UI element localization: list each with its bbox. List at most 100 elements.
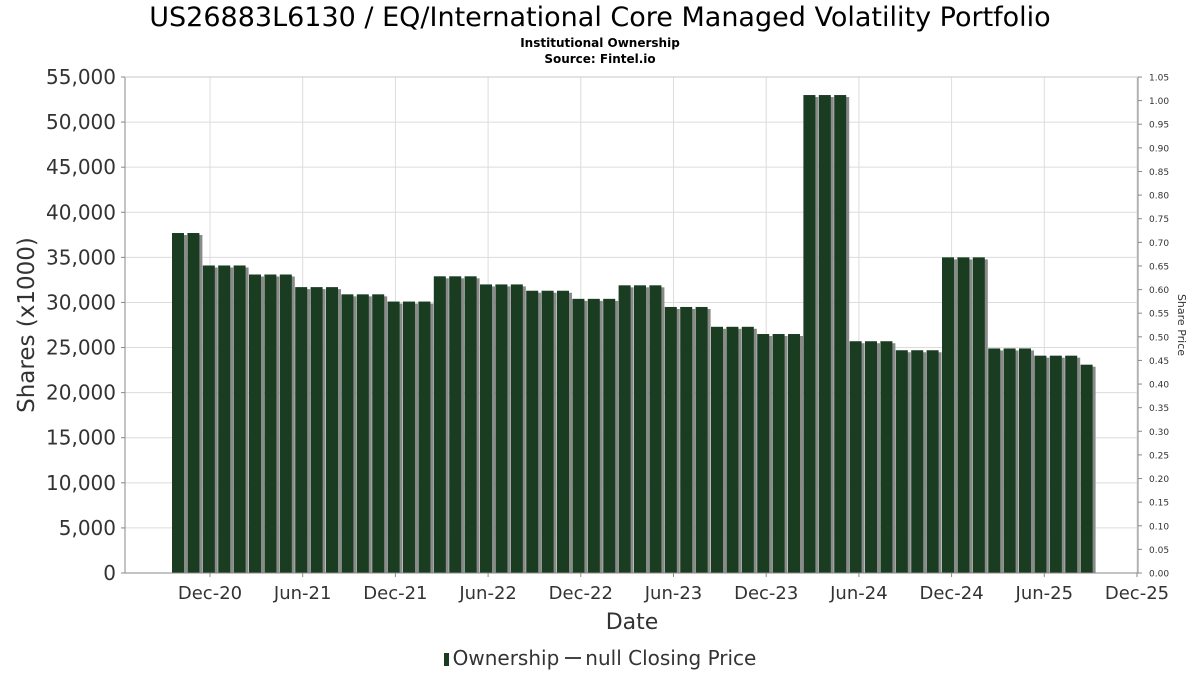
ownership-bar <box>1034 355 1047 573</box>
ownership-bar <box>249 274 261 573</box>
chart-legend: Ownership null Closing Price <box>0 646 1200 670</box>
chart-title: US26883L6130 / EQ/International Core Man… <box>149 2 1051 33</box>
y-tick-label: 35,000 <box>46 245 116 269</box>
ownership-bar <box>480 284 492 573</box>
ownership-bar <box>788 334 800 573</box>
y-tick-label: 25,000 <box>46 336 116 360</box>
ownership-bar <box>772 334 785 573</box>
y2-tick-label: 0.15 <box>1149 499 1169 509</box>
legend-ownership-label: Ownership <box>452 646 560 670</box>
ownership-bar <box>341 294 354 573</box>
y2-axis-label: Share Price <box>1175 294 1188 356</box>
y-tick-label: 40,000 <box>46 200 116 224</box>
x-tick-label: Dec-23 <box>734 583 798 604</box>
ownership-bar <box>942 257 954 573</box>
x-tick-label: Dec-21 <box>363 583 427 604</box>
ownership-bar <box>664 306 677 573</box>
legend-price-label: null Closing Price <box>585 646 757 670</box>
ownership-bar <box>279 274 292 573</box>
ownership-bar <box>849 341 862 573</box>
y2-tick-label: 0.85 <box>1149 168 1169 178</box>
ownership-bar <box>988 348 1001 573</box>
ownership-bar <box>1065 355 1078 573</box>
y2-tick-label: 0.70 <box>1149 239 1169 249</box>
y2-tick-label: 0.05 <box>1149 546 1169 556</box>
y-tick-label: 55,000 <box>46 65 116 89</box>
ownership-bar <box>557 290 569 573</box>
y-tick-label: 10,000 <box>46 471 116 495</box>
ownership-bar <box>449 276 462 573</box>
ownership-bar <box>326 287 338 573</box>
ownership-bar <box>464 276 477 573</box>
y2-tick-label: 0.55 <box>1149 310 1169 320</box>
x-tick-label: Jun-25 <box>1015 583 1074 604</box>
ownership-bar <box>418 301 431 573</box>
y2-tick-label: 0.90 <box>1149 144 1169 154</box>
y-tick-label: 20,000 <box>46 381 116 405</box>
ownership-bar <box>818 95 831 573</box>
chart-source: Source: Fintel.io <box>544 52 656 66</box>
ownership-bar <box>895 350 908 573</box>
ownership-bar <box>741 326 754 573</box>
y-axis-label: Shares (x1000) <box>14 237 40 413</box>
y2-tick-label: 0.20 <box>1149 475 1169 485</box>
ownership-bar <box>187 233 200 574</box>
ownership-bar <box>526 290 539 573</box>
x-tick-label: Jun-21 <box>273 583 332 604</box>
ownership-bar <box>587 298 600 573</box>
legend-price-line <box>565 657 582 659</box>
y2-tick-label: 0.10 <box>1149 522 1169 532</box>
ownership-bar <box>218 265 231 573</box>
ownership-bar <box>387 301 400 573</box>
x-axis-label: Date <box>606 610 659 635</box>
ownership-bar <box>233 265 246 573</box>
ownership-bar <box>865 341 877 573</box>
y-tick-label: 45,000 <box>46 155 116 179</box>
y-tick-label: 5,000 <box>59 516 116 540</box>
ownership-bar <box>803 95 816 573</box>
y-tick-label: 30,000 <box>46 290 116 314</box>
ownership-bar <box>634 285 646 573</box>
ownership-bar <box>603 298 616 573</box>
ownership-bar <box>403 301 415 573</box>
ownership-bar <box>911 350 924 573</box>
y-tick-label: 15,000 <box>46 426 116 450</box>
ownership-bar <box>1080 364 1093 573</box>
y2-tick-label: 0.45 <box>1149 357 1169 367</box>
y2-tick-label: 0.50 <box>1149 333 1169 343</box>
ownership-bar <box>1003 348 1016 573</box>
ownership-bar <box>433 276 446 573</box>
ownership-bar <box>926 350 939 573</box>
ownership-bar <box>680 306 693 573</box>
ownership-bar <box>618 285 631 573</box>
y2-tick-label: 0.30 <box>1149 428 1169 438</box>
ownership-bar <box>372 294 385 573</box>
legend-ownership-swatch <box>443 653 449 666</box>
chart-subtitle: Institutional Ownership <box>520 36 680 50</box>
ownership-bar <box>957 257 970 573</box>
ownership-bar <box>649 285 662 573</box>
y2-tick-label: 0.65 <box>1149 262 1169 272</box>
ownership-bar <box>834 95 847 573</box>
x-tick-label: Dec-20 <box>178 583 242 604</box>
ownership-bar <box>172 233 184 574</box>
x-tick-label: Dec-25 <box>1105 583 1169 604</box>
y2-tick-label: 0.35 <box>1149 404 1169 414</box>
ownership-bar <box>264 274 277 573</box>
y2-tick-label: 0.40 <box>1149 381 1169 391</box>
ownership-bar <box>202 265 215 573</box>
x-tick-label: Jun-23 <box>644 583 703 604</box>
ownership-bar <box>695 306 708 573</box>
ownership-bar <box>757 334 770 573</box>
ownership-bar <box>711 326 723 573</box>
ownership-bar <box>880 341 893 573</box>
ownership-bar <box>356 294 369 573</box>
ownership-bar <box>1019 348 1031 573</box>
y2-tick-label: 0.25 <box>1149 451 1169 461</box>
ownership-bar <box>310 287 323 573</box>
ownership-bar <box>541 290 554 573</box>
ownership-bar <box>1049 355 1062 573</box>
y2-tick-label: 0.60 <box>1149 286 1169 296</box>
y2-tick-label: 0.75 <box>1149 215 1169 225</box>
